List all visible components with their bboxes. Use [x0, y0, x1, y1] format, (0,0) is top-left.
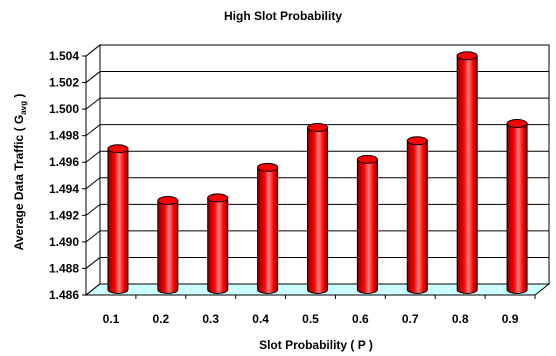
y-axis-label-main: Average Data Traffic ( G: [12, 115, 26, 251]
y-tick-label: 1.502: [49, 76, 79, 90]
bar: [406, 140, 428, 294]
bar-top: [356, 154, 378, 164]
bar-top: [307, 123, 328, 133]
y-tick-label: 1.496: [49, 155, 79, 169]
x-tick-label: 0.7: [402, 312, 419, 326]
y-tick-label: 1.490: [49, 235, 79, 249]
y-axis-label-sub: avg: [19, 101, 28, 115]
bar: [456, 55, 478, 294]
bar: [157, 200, 179, 294]
bar-top: [257, 162, 279, 172]
y-tick-label: 1.494: [49, 182, 79, 196]
y-tick-label: 1.488: [49, 261, 79, 275]
gridline-side: [85, 97, 101, 110]
y-tick-label: 1.498: [49, 129, 79, 143]
x-tick-label: 0.9: [502, 312, 519, 326]
bar-top: [456, 51, 478, 61]
x-tick-label: 0.1: [103, 312, 120, 326]
y-tick-label: 1.500: [49, 102, 79, 116]
x-tick-label: 0.3: [202, 312, 219, 326]
y-tick-label: 1.504: [49, 49, 79, 63]
bar: [307, 127, 328, 294]
x-tick-label: 0.4: [252, 312, 269, 326]
y-tick-label: 1.492: [49, 208, 79, 222]
y-tick-label: 1.486: [49, 288, 79, 302]
side-wall: [85, 43, 101, 297]
y-axis-label-end: ): [12, 94, 26, 101]
bar-top: [107, 144, 129, 154]
bar: [257, 166, 279, 294]
bar: [356, 158, 378, 294]
x-tick-label: 0.6: [352, 312, 369, 326]
x-tick-label: 0.2: [152, 312, 169, 326]
chart-title: High Slot Probability: [224, 9, 342, 23]
gridline-side: [85, 150, 101, 163]
plot-area: 1.486 1.488 1.490 1.492 1.494 1.496 1.498 1.500…: [49, 43, 551, 326]
bar-top: [157, 196, 179, 206]
bar-top: [406, 136, 428, 146]
x-tick-label: 0.5: [302, 312, 319, 326]
x-axis-label: Slot Probability ( P ): [259, 338, 373, 352]
gridline-side: [85, 257, 101, 269]
gridline-side: [85, 177, 101, 190]
gridline-side: [85, 124, 101, 137]
gridline-side: [85, 71, 101, 83]
gridline-side: [85, 44, 101, 57]
bar-top: [506, 119, 528, 129]
bar: [207, 197, 229, 294]
gridline-side: [85, 203, 101, 216]
bar: [506, 123, 528, 294]
bar-top: [207, 193, 229, 203]
gridline-side: [85, 230, 101, 243]
x-tick-label: 0.8: [452, 312, 469, 326]
y-axis-label: Average Data Traffic ( Gavg ): [12, 94, 28, 251]
bar: [107, 148, 129, 294]
